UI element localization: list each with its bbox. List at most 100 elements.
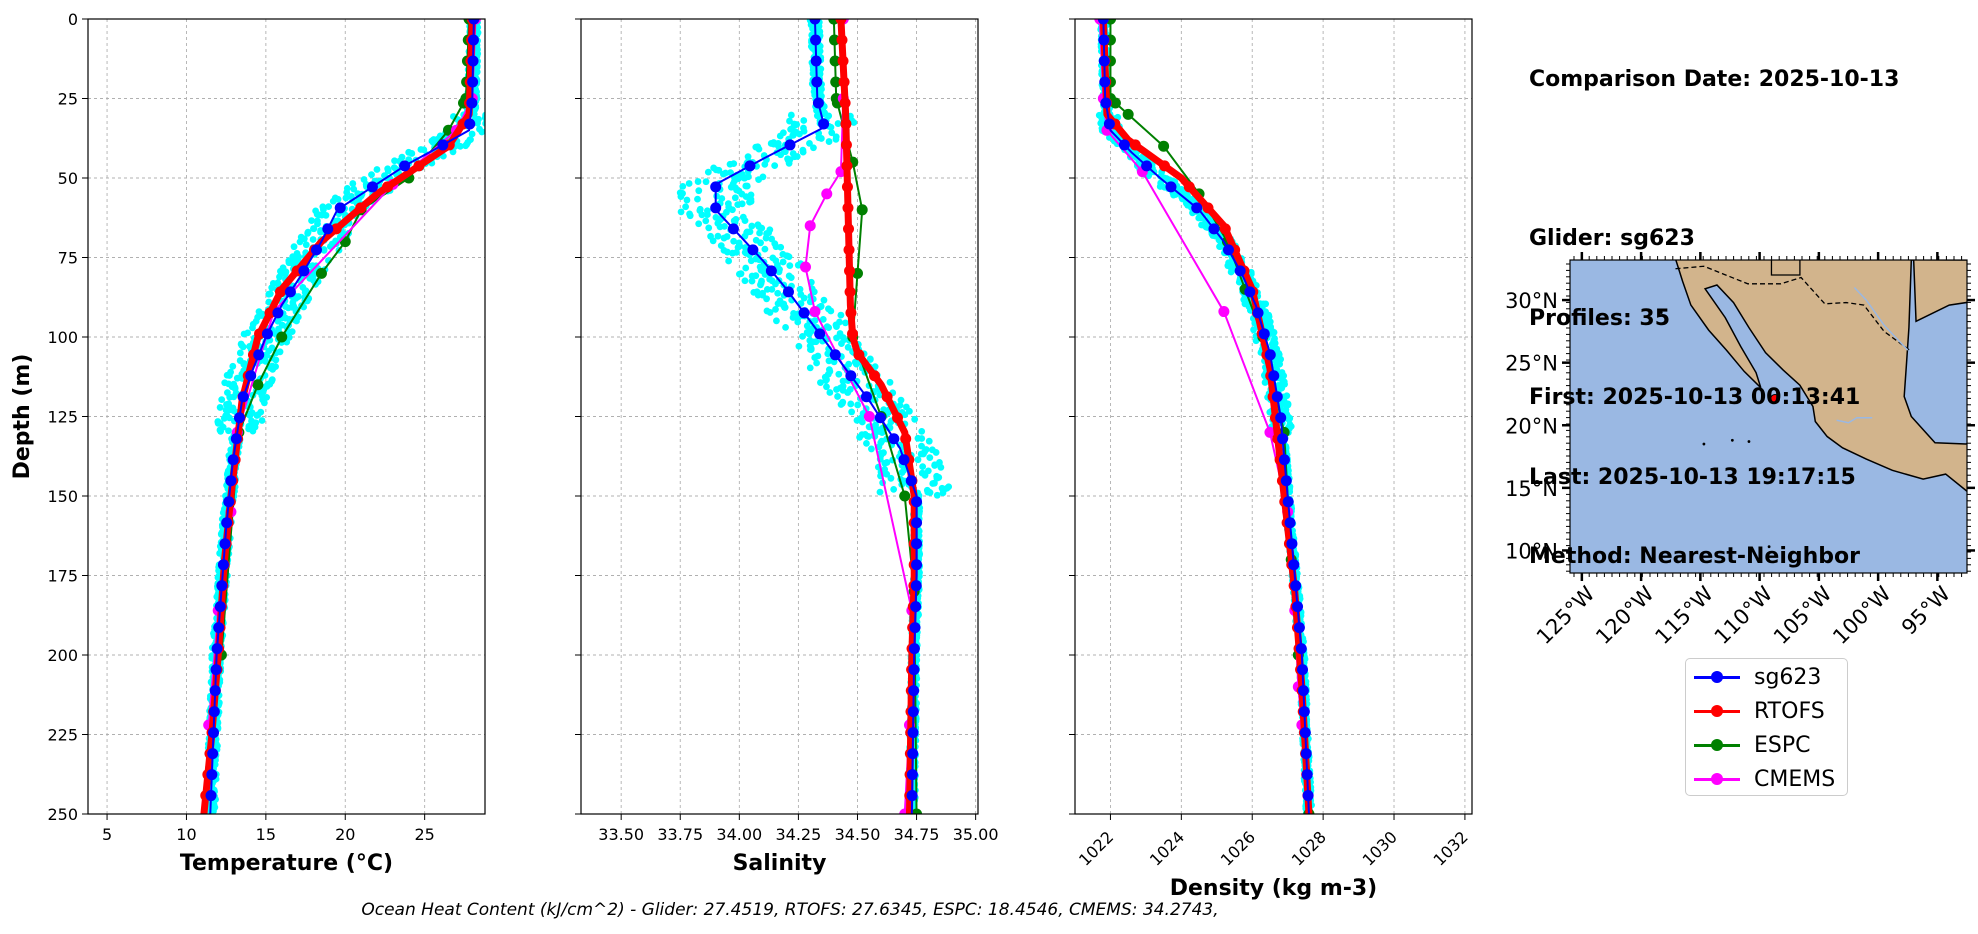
series-point <box>264 307 276 319</box>
glider-raw-point <box>677 193 685 200</box>
glider-raw-point <box>1098 117 1106 125</box>
series-sg623 <box>710 19 923 814</box>
series-point <box>784 139 796 151</box>
glider-raw-point <box>814 352 822 360</box>
series-point <box>253 349 265 361</box>
x-tick-label: 35.00 <box>953 825 999 844</box>
glider-raw-point <box>820 296 828 304</box>
glider-raw-point <box>741 244 749 251</box>
glider-raw-point <box>832 321 840 329</box>
series-point <box>799 261 811 273</box>
glider-raw-point <box>220 414 228 422</box>
series-point <box>221 517 233 529</box>
series-point <box>207 748 219 760</box>
glider-raw-point <box>284 304 292 312</box>
glider-raw-point <box>878 429 886 436</box>
series-point <box>1099 76 1111 88</box>
series-point <box>1264 349 1276 361</box>
series-point <box>818 118 830 130</box>
series-point <box>874 412 886 424</box>
series-point <box>468 19 480 25</box>
map-lon-label: 95°W <box>1897 581 1955 639</box>
glider-raw-point <box>900 467 908 474</box>
series-point <box>1103 118 1115 130</box>
series-point <box>908 664 920 676</box>
series-point <box>1129 139 1141 151</box>
series-point <box>217 559 229 571</box>
map-lat-label: 25°N <box>1505 352 1558 376</box>
series-point <box>810 55 822 67</box>
series-point <box>1141 160 1153 172</box>
series-point <box>847 328 859 340</box>
glider-raw-point <box>837 311 845 319</box>
glider-raw-point <box>886 378 894 386</box>
glider-raw-point <box>834 393 841 400</box>
legend-swatch <box>1694 670 1740 683</box>
island <box>1702 442 1706 446</box>
glider-raw-point <box>865 433 873 440</box>
glider-raw-point <box>266 290 274 298</box>
glider-raw-point <box>777 243 785 251</box>
glider-raw-point <box>488 123 495 130</box>
glider-raw-point <box>786 262 794 270</box>
series-point <box>841 160 853 172</box>
series-point <box>219 538 231 550</box>
glider-raw-point <box>265 298 273 306</box>
series-point <box>907 727 919 739</box>
series-point <box>744 160 756 172</box>
series-point <box>334 202 346 214</box>
series-point <box>811 76 823 88</box>
glider-raw-point <box>776 132 784 140</box>
glider-raw-point <box>405 148 413 156</box>
glider-raw-point <box>373 166 381 173</box>
glider-raw-point <box>741 277 749 285</box>
glider-raw-point <box>269 365 277 373</box>
glider-raw-point <box>832 135 840 143</box>
glider-raw-point <box>826 389 834 396</box>
series-point <box>1100 97 1112 109</box>
glider-raw-point <box>856 433 864 441</box>
glider-raw-point <box>474 119 481 127</box>
glider-raw-point <box>787 125 795 133</box>
y-tick-label: 75 <box>58 249 78 268</box>
series-point <box>907 706 919 718</box>
glider-raw-point <box>883 459 891 466</box>
series-point <box>1300 748 1312 760</box>
legend-label: sg623 <box>1754 664 1822 690</box>
glider-raw-point <box>825 138 833 145</box>
glider-raw-point <box>796 130 803 138</box>
glider-raw-point <box>456 142 464 150</box>
series-point <box>330 223 342 235</box>
glider-raw-point <box>290 243 298 251</box>
glider-raw-point <box>325 203 332 211</box>
glider-raw-point <box>825 357 833 365</box>
glider-raw-point <box>230 393 238 401</box>
glider-raw-point <box>742 264 750 272</box>
glider-raw-point <box>917 450 925 458</box>
series-point <box>1284 517 1296 529</box>
glider-raw-point <box>853 416 861 424</box>
glider-raw-point <box>911 415 919 423</box>
glider-raw-point <box>322 211 330 219</box>
glider-raw-point <box>1216 243 1223 251</box>
glider-raw-point <box>795 342 803 350</box>
glider-raw-point <box>799 333 806 340</box>
glider-raw-point <box>301 289 309 296</box>
glider-raw-point <box>925 437 933 445</box>
series-point <box>1202 202 1214 214</box>
glider-raw-point <box>272 356 280 364</box>
x-tick-label: 34.75 <box>894 825 940 844</box>
glider-raw-point <box>417 146 425 153</box>
glider-raw-point <box>858 418 866 426</box>
x-axis-label: Density (kg m-3) <box>1170 876 1378 901</box>
glider-raw-point <box>943 484 951 492</box>
glider-raw-point <box>811 317 819 324</box>
legend-swatch <box>1694 738 1740 751</box>
glider-raw-point <box>246 412 254 419</box>
glider-raw-point <box>720 246 728 254</box>
x-tick-label: 33.75 <box>657 825 703 844</box>
glider-raw-point <box>748 272 756 280</box>
glider-raw-point <box>463 141 471 148</box>
glider-raw-point <box>730 160 738 168</box>
series-point <box>310 244 322 256</box>
